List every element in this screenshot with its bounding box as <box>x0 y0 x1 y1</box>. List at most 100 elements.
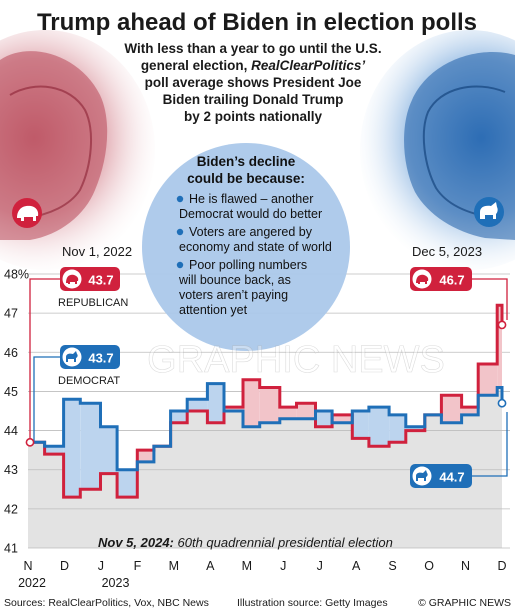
reason-text: voters aren’t paying <box>179 288 288 302</box>
reason-text: He is flawed – another <box>189 192 313 206</box>
democrat-lead-fill <box>44 446 64 454</box>
x-tick-label: M <box>242 559 252 573</box>
subtitle-source-name: RealClearPolitics’ <box>251 58 365 73</box>
chart-subtitle: With less than a year to go until the U.… <box>124 41 381 124</box>
end-democrat-connector <box>470 412 508 477</box>
democrat-series-line <box>28 382 504 472</box>
end-republican-marker <box>497 320 507 330</box>
start-date-label: Nov 1, 2022 <box>62 244 132 259</box>
republican-lead-fill <box>243 379 260 427</box>
democrat-lead-fill <box>315 411 333 427</box>
republican-lead-fill <box>279 407 297 419</box>
end-republican-value: 46.7 <box>439 273 464 288</box>
republican-lead-fill <box>461 407 479 415</box>
watermark-text: GRAPHIC NEWS <box>147 339 445 381</box>
x-tick-label: J <box>98 559 104 573</box>
subtitle-line-1: With less than a year to go until the U.… <box>124 41 381 56</box>
subtitle-line-3: poll average shows President Joe <box>145 75 362 90</box>
election-note: Nov 5, 2024: 60th quadrennial presidenti… <box>98 535 393 550</box>
republican-lead-fill <box>441 395 462 423</box>
y-tick-label: 42 <box>4 502 18 516</box>
subtitle-line-2-text: general election, <box>141 58 248 73</box>
end-republican-badge: 46.7 <box>410 267 472 291</box>
democrat-lead-fill <box>405 426 425 431</box>
end-date-label: Dec 5, 2023 <box>412 244 482 259</box>
republican-label: REPUBLICAN <box>58 297 128 309</box>
start-republican-connector <box>29 278 62 443</box>
subtitle-line-5: by 2 points nationally <box>184 109 323 124</box>
democrat-lead-fill <box>80 403 101 490</box>
x-tick-label: D <box>497 559 506 573</box>
y-tick-label: 45 <box>4 385 18 399</box>
end-democrat-badge: 44.7 <box>410 464 472 488</box>
year-label: 2022 <box>18 576 46 590</box>
footer-illustration: Illustration source: Getty Images <box>237 597 388 609</box>
reason-bullet <box>176 228 184 236</box>
reason-text: Poor polling numbers <box>189 258 307 272</box>
end-republican-connector <box>472 278 508 320</box>
republican-lead-fill <box>224 407 243 411</box>
x-tick-label: N <box>23 559 32 573</box>
reason-text: economy and state of world <box>179 240 332 254</box>
x-tick-label: F <box>134 559 142 573</box>
x-tick-label: O <box>424 559 434 573</box>
election-description: 60th quadrennial presidential election <box>178 535 393 550</box>
democrat-lead-fill <box>207 383 224 423</box>
y-tick-label: 46 <box>4 346 18 360</box>
x-tick-label: A <box>206 559 215 573</box>
election-date: Nov 5, 2024: <box>98 535 174 550</box>
gap-fills <box>44 305 502 498</box>
x-tick-label: M <box>169 559 179 573</box>
x-axis-ticks: N D J F M A M J J A S O N D 2022 2023 <box>18 559 506 590</box>
republican-lead-fill <box>259 387 280 423</box>
democrat-lead-fill <box>352 411 369 439</box>
x-tick-label: J <box>280 559 286 573</box>
y-tick-label: 41 <box>4 542 18 556</box>
x-tick-label: J <box>317 559 323 573</box>
democrat-lead-fill <box>117 469 138 498</box>
reason-bullet <box>176 261 184 269</box>
end-democrat-value: 44.7 <box>439 470 464 485</box>
reason-text: will bounce back, as <box>178 273 291 287</box>
callout-circle <box>142 143 350 351</box>
republican-elephant-badge <box>12 198 42 228</box>
democrat-label: DEMOCRAT <box>58 375 120 387</box>
democrat-lead-fill <box>63 399 81 498</box>
lower-area-fill <box>28 387 502 548</box>
democrat-lead-fill <box>187 399 208 411</box>
republican-lead-fill <box>478 364 498 396</box>
start-point-marker <box>25 437 35 447</box>
biden-portrait-illustration <box>360 30 515 270</box>
callout-title-1: Biden’s decline <box>197 154 296 169</box>
republican-lead-fill <box>137 450 154 462</box>
start-democrat-value: 43.7 <box>88 351 113 366</box>
start-democrat-connector <box>33 356 62 443</box>
trump-portrait-illustration <box>0 30 155 270</box>
y-tick-label: 43 <box>4 463 18 477</box>
y-tick-label: 48% <box>4 268 29 282</box>
reason-bullet <box>176 195 184 203</box>
reasons-callout: Biden’s decline could be because: He is … <box>142 143 350 351</box>
democrat-lead-fill <box>170 411 188 423</box>
republican-lead-fill <box>332 414 353 423</box>
callout-title-2: could be because: <box>187 171 305 186</box>
democrat-lead-fill <box>368 407 390 447</box>
y-tick-label: 47 <box>4 307 18 321</box>
footer-bar <box>0 592 515 614</box>
reason-text: attention yet <box>179 303 248 317</box>
y-tick-label: 44 <box>4 424 18 438</box>
republican-lead-fill <box>296 403 316 419</box>
democrat-lead-fill <box>389 414 406 443</box>
x-tick-label: A <box>352 559 361 573</box>
reason-text: Voters are angered by <box>189 225 313 239</box>
subtitle-line-4: Biden trailing Donald Trump <box>163 92 344 107</box>
x-tick-label: N <box>461 559 470 573</box>
start-republican-value: 43.7 <box>88 273 113 288</box>
democrat-lead-fill <box>100 426 118 474</box>
end-democrat-marker <box>497 398 507 408</box>
subtitle-line-2: general election, RealClearPolitics’ <box>141 58 366 73</box>
footer-sources: Sources: RealClearPolitics, Vox, NBC New… <box>4 597 209 609</box>
start-democrat-badge: 43.7 <box>60 345 120 369</box>
